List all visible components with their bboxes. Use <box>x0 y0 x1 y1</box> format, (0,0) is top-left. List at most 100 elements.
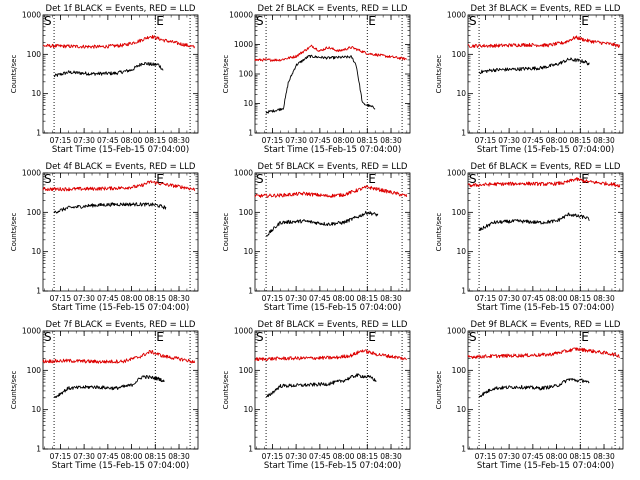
chart-panel: Det 8f BLACK = Events, RED = LLD 1 10 100 10… <box>222 320 411 471</box>
x-tick-label: 07:15 <box>475 294 497 303</box>
x-tick-label: 08:00 <box>333 294 355 303</box>
y-tick-label: 1000 <box>447 327 466 336</box>
series-line-lld <box>254 349 407 362</box>
x-tick-label: 08:15 <box>569 452 591 461</box>
series-line-events <box>53 61 164 78</box>
x-axis-label: Start Time (15-Feb-15 07:04:00) <box>477 145 614 155</box>
series-line-events <box>265 54 376 114</box>
chart-title: Det 2f BLACK = Events, RED = LLD <box>258 4 408 14</box>
chart-title: Det 5f BLACK = Events, RED = LLD <box>258 162 408 172</box>
x-tick-label: 08:15 <box>356 452 378 461</box>
y-axis-label: Counts/sec <box>10 55 18 94</box>
x-tick-label: 08:30 <box>168 136 190 145</box>
x-tick-label: 08:00 <box>546 294 568 303</box>
y-tick-label: 1000 <box>447 11 466 20</box>
start-marker-label: S <box>469 330 477 344</box>
chart-title: Det 9f BLACK = Events, RED = LLD <box>471 320 621 330</box>
y-tick-label: 1 <box>461 445 466 454</box>
end-marker-label: E <box>581 330 589 344</box>
y-axis-label: Counts/sec <box>10 371 18 410</box>
y-tick-label: 1000 <box>447 169 466 178</box>
y-tick-label: 1 <box>461 287 466 296</box>
x-axis-label: Start Time (15-Feb-15 07:04:00) <box>264 461 401 471</box>
y-tick-label: 10 <box>31 405 41 414</box>
y-tick-label: 1000 <box>234 40 253 49</box>
chart-panel: Det 7f BLACK = Events, RED = LLD 1 10 100 10… <box>10 320 199 471</box>
y-tick-label: 1 <box>248 129 253 138</box>
y-tick-label: 1 <box>36 129 41 138</box>
y-tick-label: 100 <box>27 366 42 375</box>
x-tick-label: 08:30 <box>593 452 615 461</box>
plot-frame <box>254 330 411 450</box>
x-tick-label: 08:15 <box>144 136 166 145</box>
plot-frame <box>467 330 624 450</box>
y-axis-label: Counts/sec <box>435 55 443 94</box>
series-line-lld <box>467 35 621 48</box>
start-marker-label: S <box>469 14 477 28</box>
x-tick-label: 07:45 <box>309 294 331 303</box>
x-axis-label: Start Time (15-Feb-15 07:04:00) <box>477 461 614 471</box>
y-axis-label: Counts/sec <box>435 371 443 410</box>
series-line-lld <box>254 185 408 198</box>
x-tick-label: 07:15 <box>50 294 72 303</box>
series-line-lld <box>467 347 620 359</box>
chart-title: Det 3f BLACK = Events, RED = LLD <box>471 4 621 14</box>
x-tick-label: 08:30 <box>168 452 190 461</box>
x-tick-label: 08:15 <box>356 294 378 303</box>
series-line-lld <box>42 34 196 49</box>
y-tick-label: 100 <box>27 50 42 59</box>
y-axis-label: Counts/sec <box>435 213 443 252</box>
y-tick-label: 100 <box>27 208 42 217</box>
y-axis-label: Counts/sec <box>10 213 18 252</box>
x-tick-label: 07:30 <box>73 452 95 461</box>
y-tick-label: 100 <box>452 366 467 375</box>
x-tick-label: 07:45 <box>522 452 544 461</box>
chart-panel: Det 3f BLACK = Events, RED = LLD 1 10 100 10… <box>435 4 624 155</box>
y-tick-label: 10 <box>243 99 253 108</box>
y-tick-label: 10 <box>31 89 41 98</box>
x-tick-label: 07:45 <box>97 136 119 145</box>
x-tick-label: 08:00 <box>121 452 143 461</box>
y-tick-label: 1000 <box>234 169 253 178</box>
y-axis-label: Counts/sec <box>222 213 230 252</box>
x-tick-label: 07:30 <box>285 452 307 461</box>
y-tick-label: 10 <box>243 405 253 414</box>
plot-frame <box>467 14 624 134</box>
x-tick-label: 08:30 <box>380 452 402 461</box>
x-tick-label: 08:30 <box>380 136 402 145</box>
x-axis-label: Start Time (15-Feb-15 07:04:00) <box>477 303 614 313</box>
x-tick-label: 07:15 <box>50 136 72 145</box>
plot-frame <box>254 172 411 292</box>
y-tick-label: 100 <box>239 70 254 79</box>
y-tick-label: 100 <box>239 208 254 217</box>
x-tick-label: 07:30 <box>73 294 95 303</box>
x-axis-label: Start Time (15-Feb-15 07:04:00) <box>52 461 189 471</box>
y-tick-label: 10 <box>456 247 466 256</box>
x-tick-label: 08:00 <box>121 294 143 303</box>
chart-title: Det 7f BLACK = Events, RED = LLD <box>46 320 196 330</box>
x-tick-label: 08:30 <box>593 136 615 145</box>
x-tick-label: 07:30 <box>498 452 520 461</box>
series-line-lld <box>467 177 621 188</box>
chart-panel: Det 4f BLACK = Events, RED = LLD 1 10 100 10… <box>10 162 199 313</box>
end-marker-label: E <box>368 172 376 186</box>
y-axis-label: Counts/sec <box>222 55 230 94</box>
chart-title: Det 1f BLACK = Events, RED = LLD <box>46 4 196 14</box>
x-tick-label: 07:45 <box>522 136 544 145</box>
x-axis-label: Start Time (15-Feb-15 07:04:00) <box>52 145 189 155</box>
series-line-events <box>478 212 590 231</box>
series-line-lld <box>42 180 196 192</box>
start-marker-label: S <box>256 172 264 186</box>
start-marker-label: S <box>44 330 52 344</box>
x-tick-label: 08:00 <box>546 136 568 145</box>
chart-title: Det 6f BLACK = Events, RED = LLD <box>471 162 621 172</box>
series-line-lld <box>42 350 196 364</box>
x-tick-label: 07:15 <box>50 452 72 461</box>
x-tick-label: 07:15 <box>262 294 284 303</box>
end-marker-label: E <box>156 14 164 28</box>
y-tick-label: 1 <box>461 129 466 138</box>
start-marker-label: S <box>44 14 52 28</box>
x-tick-label: 08:15 <box>569 136 591 145</box>
plot-frame <box>42 172 199 292</box>
chart-panel: Det 9f BLACK = Events, RED = LLD 1 10 100 10… <box>435 320 624 471</box>
